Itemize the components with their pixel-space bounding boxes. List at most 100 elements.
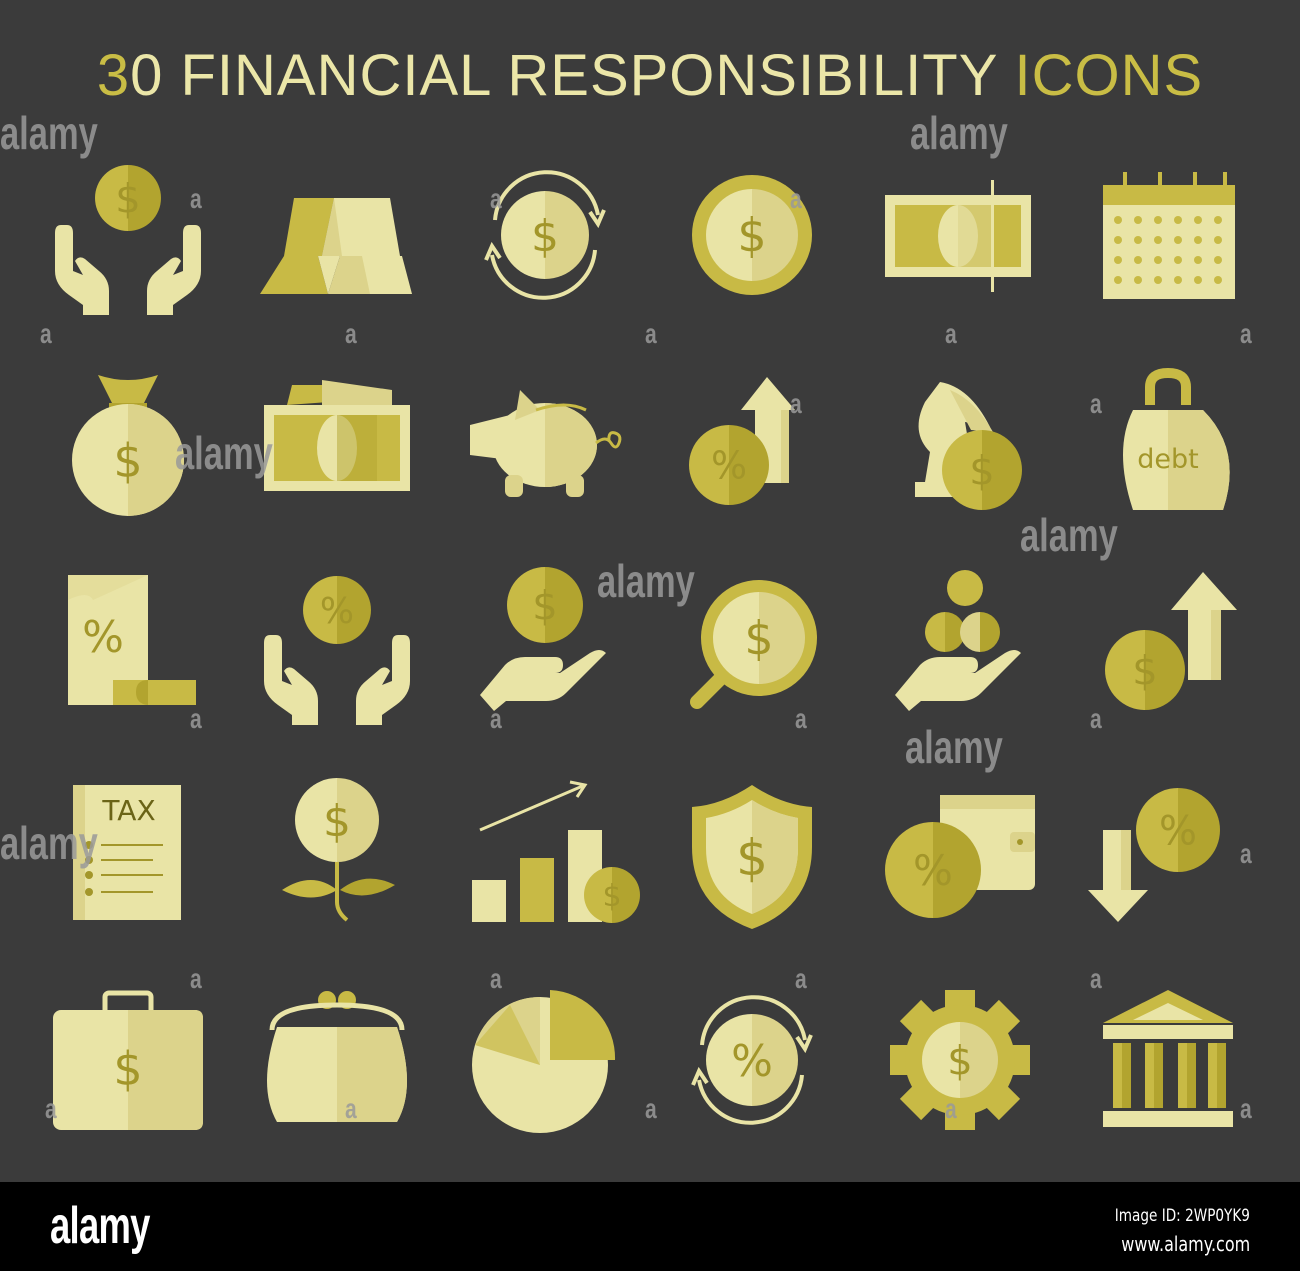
watermark-letter: a [190,963,202,994]
briefcase-dollar-icon: $ [53,985,203,1135]
icon-symbol: $ [115,176,140,222]
piggy-bank-icon [470,365,622,515]
hands-holding-percent-icon: % [262,570,412,725]
pie-chart-icon [470,985,620,1135]
money-bag-icon-graphic: $ [72,375,184,516]
watermark-letter: a [1090,703,1102,734]
image-id: Image ID: 2WP0YK9 [1114,1206,1250,1226]
watermark-letter: a [645,1093,657,1124]
icon-symbol: $ [737,209,766,263]
dollar-coin-icon-graphic: $ [692,175,812,295]
percent-exchange-icon-graphic: % [691,995,813,1125]
hand-coins-icon-graphic [895,570,1021,711]
svg-text:$: $ [736,829,768,887]
percent-up-arrow-icon-graphic: % [689,377,795,505]
hand-coins-icon [885,570,1035,720]
bank-building-icon-graphic [1103,990,1233,1127]
watermark: alamy [0,817,98,869]
title-main: 0 FINANCIAL RESPONSIBILITY [130,43,1015,108]
gear-dollar-icon: $ [885,985,1035,1135]
icon-symbol: $ [531,211,559,262]
debt-weight-icon: debt [1093,365,1243,515]
hand-coin-icon-graphic: $ [480,567,606,711]
icon-symbol: $ [969,448,994,494]
svg-text:debt: debt [1137,444,1198,475]
percent-down-arrow-icon: % [1088,780,1243,930]
watermark-letter: a [190,703,202,734]
percent-receipt-icon-graphic: % [68,575,196,705]
percent-up-arrow-icon: % [677,365,827,515]
debt-weight-icon-graphic: debt [1123,367,1230,510]
watermark-letter: a [490,183,502,214]
watermark: alamy [175,427,273,479]
page-title: 30 FINANCIAL RESPONSIBILITY ICONS [0,42,1300,109]
watermark-letter: a [790,183,802,214]
watermark-letter: a [1240,838,1252,869]
watermark-letter: a [490,703,502,734]
purse-icon-graphic [267,991,407,1122]
money-bag-icon: $ [53,365,203,516]
watermark-letter: a [190,183,202,214]
chess-knight-coin-icon-graphic: $ [915,382,1022,510]
watermark-letter: a [40,318,52,349]
shield-dollar-icon: $ [677,780,827,930]
shield-dollar-icon-graphic: $ [692,785,812,929]
banknote-icon [885,160,1035,310]
coin-exchange-icon: $ [470,160,620,310]
percent-receipt-icon: % [53,570,203,720]
icon-symbol: $ [602,879,621,914]
watermark-letter: a [1240,318,1252,349]
growth-chart-coin-icon-graphic: $ [472,780,640,923]
watermark-letter: a [795,963,807,994]
bank-building-icon [1093,985,1243,1135]
watermark: alamy [0,107,98,159]
chess-knight-coin-icon: $ [885,365,1035,515]
icon-symbol: % [731,1036,773,1087]
wallet-percent-icon-graphic: % [885,795,1035,918]
watermark-letter: a [945,318,957,349]
magnifier-dollar-icon: $ [677,570,827,720]
icon-symbol: % [1159,808,1197,854]
banknote-icon-graphic [885,180,1031,292]
magnifier-dollar-icon-graphic: $ [690,580,817,709]
hands-holding-coin-icon: $ [53,160,203,315]
footer-bar: alamy Image ID: 2WP0YK9 www.alamy.com [0,1182,1300,1271]
hands-holding-coin-icon-graphic: $ [55,165,201,315]
title-prefix: 3 [96,43,131,108]
icon-symbol: $ [532,583,557,629]
tax-document-icon: TAX [53,780,203,930]
icon-symbol: $ [1132,648,1157,694]
watermark: alamy [905,721,1003,773]
watermark-letter: a [795,703,807,734]
site-url: www.alamy.com [1121,1232,1250,1256]
gear-dollar-icon-graphic: $ [890,990,1030,1130]
icon-symbol: $ [323,796,351,847]
percent-exchange-icon: % [677,985,827,1135]
svg-text:%: % [82,612,124,663]
purse-icon [262,985,412,1135]
dollar-up-arrow-icon-graphic: $ [1105,572,1237,710]
watermark-letter: a [945,1093,957,1124]
watermark-letter: a [45,1093,57,1124]
calendar-icon [1093,160,1243,310]
calendar-icon-graphic [1103,172,1235,299]
watermark: alamy [597,555,695,607]
growth-chart-coin-icon: $ [470,780,640,930]
svg-text:TAX: TAX [101,794,155,827]
hands-holding-percent-icon-graphic: % [264,576,410,725]
icon-symbol: $ [947,1038,972,1084]
hand-coin-icon: $ [470,567,620,720]
gold-bars-icon [260,160,412,310]
watermark-letter: a [1090,388,1102,419]
banknotes-stack-icon-graphic [264,380,410,491]
piggy-bank-icon-graphic [470,390,622,497]
watermark-letter: a [345,1093,357,1124]
watermark: alamy [1020,509,1118,561]
coin-exchange-icon-graphic: $ [484,170,606,300]
dollar-up-arrow-icon: $ [1093,570,1243,720]
title-accent: ICONS [1014,43,1204,108]
watermark-letter: a [490,963,502,994]
svg-text:$: $ [113,434,142,488]
briefcase-dollar-icon-graphic: $ [53,990,203,1130]
icon-symbol: % [711,444,747,488]
